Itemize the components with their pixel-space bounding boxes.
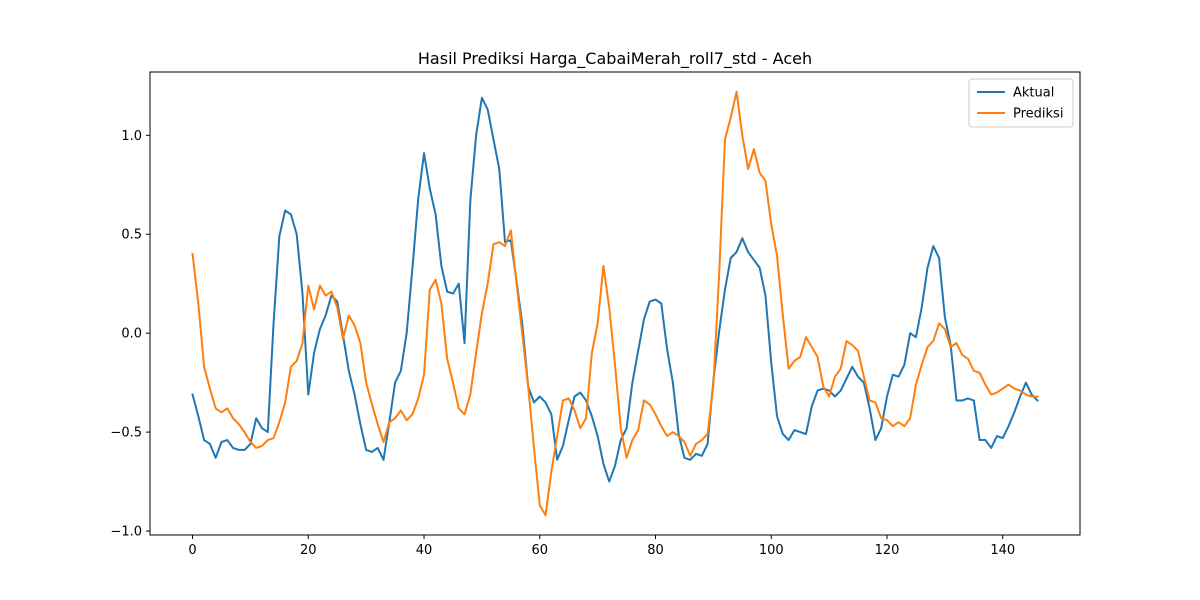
x-tick-label: 140 [990,543,1015,558]
legend: Aktual Prediksi [968,78,1074,128]
y-tick-label: −1.0 [110,525,142,540]
x-tick-label: 0 [188,543,196,558]
x-tick-label: 120 [875,543,900,558]
axes-frame [149,71,1081,536]
x-tick-label: 40 [416,543,433,558]
x-tick-label: 20 [300,543,317,558]
x-tick-label: 60 [531,543,548,558]
x-tick-label: 100 [759,543,784,558]
chart-title: Hasil Prediksi Harga_CabaiMerah_roll7_st… [418,49,812,69]
legend-label-prediksi: Prediksi [1013,107,1063,122]
y-tick-label: 0.0 [121,327,142,342]
series-line-prediksi [191,90,1039,517]
legend-label-aktual: Aktual [1013,86,1054,101]
y-axis: −1.0 −0.5 0.0 0.5 1.0 [110,129,150,540]
series-lines [191,90,1039,517]
y-tick-label: −0.5 [110,426,142,441]
x-axis: 0 20 40 60 80 100 120 140 [188,535,1015,558]
y-tick-label: 0.5 [121,228,142,243]
y-tick-label: 1.0 [121,129,142,144]
x-tick-label: 80 [647,543,664,558]
